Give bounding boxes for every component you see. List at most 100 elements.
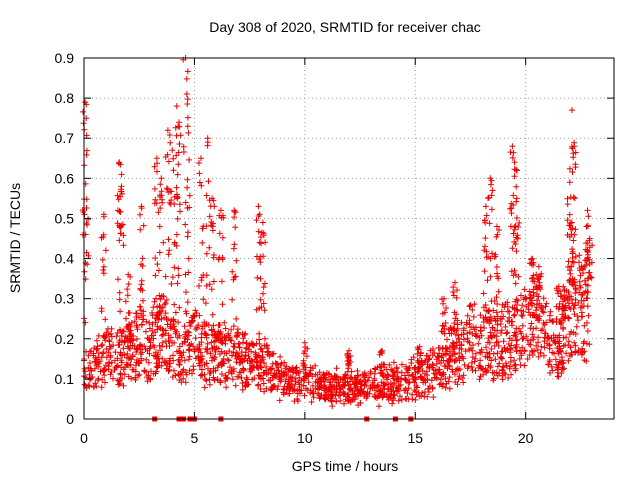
- data-point: [192, 307, 199, 314]
- data-point: [226, 348, 233, 355]
- data-point: [231, 344, 238, 351]
- data-point: [468, 345, 474, 352]
- data-point: [120, 382, 127, 389]
- data-point-peak: [571, 143, 578, 150]
- data-point: [524, 356, 531, 362]
- data-point-peak: [231, 207, 238, 214]
- data-point: [95, 350, 102, 356]
- data-point: [561, 287, 568, 293]
- data-point: [198, 339, 205, 346]
- data-point: [577, 348, 584, 355]
- data-point: [176, 371, 182, 378]
- data-point: [483, 212, 490, 219]
- data-point: [333, 365, 340, 372]
- data-point: [215, 329, 222, 336]
- data-point: [494, 350, 501, 357]
- data-point: [108, 325, 115, 332]
- data-point: [169, 274, 176, 281]
- data-point-peak: [586, 235, 593, 242]
- data-point: [372, 366, 379, 373]
- data-point: [316, 384, 323, 391]
- data-point: [254, 253, 260, 260]
- data-point: [405, 367, 412, 374]
- y-tick-label: 0.3: [55, 291, 75, 307]
- data-point: [568, 349, 575, 356]
- data-point: [85, 216, 92, 223]
- data-point: [300, 376, 307, 383]
- data-point: [393, 376, 399, 383]
- data-point: [553, 361, 560, 368]
- data-point: [573, 286, 580, 293]
- data-point: [502, 360, 509, 367]
- data-point: [518, 352, 525, 359]
- data-point: [477, 328, 484, 335]
- data-point: [461, 361, 468, 368]
- data-point: [434, 353, 441, 360]
- data-point: [555, 348, 562, 355]
- data-point: [166, 199, 173, 206]
- data-point: [148, 368, 154, 375]
- data-point: [203, 320, 210, 327]
- data-point: [118, 359, 125, 366]
- data-point: [337, 385, 343, 392]
- data-point: [164, 151, 171, 158]
- data-point: [83, 132, 90, 139]
- data-point: [477, 357, 484, 364]
- data-point: [289, 374, 296, 381]
- data-point: [442, 344, 449, 351]
- data-point: [140, 297, 146, 304]
- data-point: [540, 295, 547, 302]
- data-point: [171, 239, 178, 246]
- data-point: [549, 318, 556, 324]
- data-point: [137, 285, 144, 292]
- data-point: [520, 296, 527, 303]
- data-point: [117, 327, 124, 334]
- data-point: [117, 371, 124, 378]
- data-point: [258, 240, 264, 247]
- data-point: [556, 343, 563, 350]
- data-point: [287, 384, 294, 391]
- data-point: [152, 272, 159, 279]
- data-point: [171, 201, 178, 207]
- data-point: [125, 325, 132, 332]
- data-point: [253, 340, 260, 347]
- data-point: [157, 304, 164, 311]
- data-point: [185, 255, 192, 262]
- data-point: [257, 234, 264, 240]
- data-point: [283, 363, 290, 370]
- data-point: [280, 389, 287, 396]
- data-point: [297, 390, 303, 397]
- data-point-peak: [125, 271, 132, 278]
- data-point: [85, 364, 92, 371]
- data-point: [196, 160, 202, 166]
- data-point: [235, 373, 242, 380]
- data-point: [142, 346, 149, 352]
- data-point: [489, 324, 496, 331]
- data-point: [341, 382, 348, 389]
- data-point: [483, 369, 490, 376]
- data-point: [510, 192, 517, 199]
- data-point: [357, 391, 364, 398]
- data-point: [416, 366, 423, 373]
- data-point: [182, 333, 189, 340]
- data-point: [519, 302, 526, 309]
- data-point-peak: [158, 175, 165, 182]
- data-point: [103, 346, 110, 352]
- data-point: [285, 390, 292, 397]
- data-point: [371, 393, 378, 400]
- data-point-peak: [100, 211, 107, 218]
- data-point: [203, 360, 210, 367]
- data-point: [493, 294, 500, 301]
- data-point: [220, 355, 227, 362]
- data-point: [440, 357, 447, 364]
- data-point: [564, 217, 571, 224]
- data-point: [554, 287, 561, 294]
- data-point: [167, 334, 174, 341]
- data-point: [536, 300, 543, 307]
- data-point: [143, 369, 150, 376]
- data-point: [341, 400, 347, 407]
- data-point: [291, 398, 298, 405]
- data-point: [378, 379, 385, 386]
- data-point: [337, 397, 344, 404]
